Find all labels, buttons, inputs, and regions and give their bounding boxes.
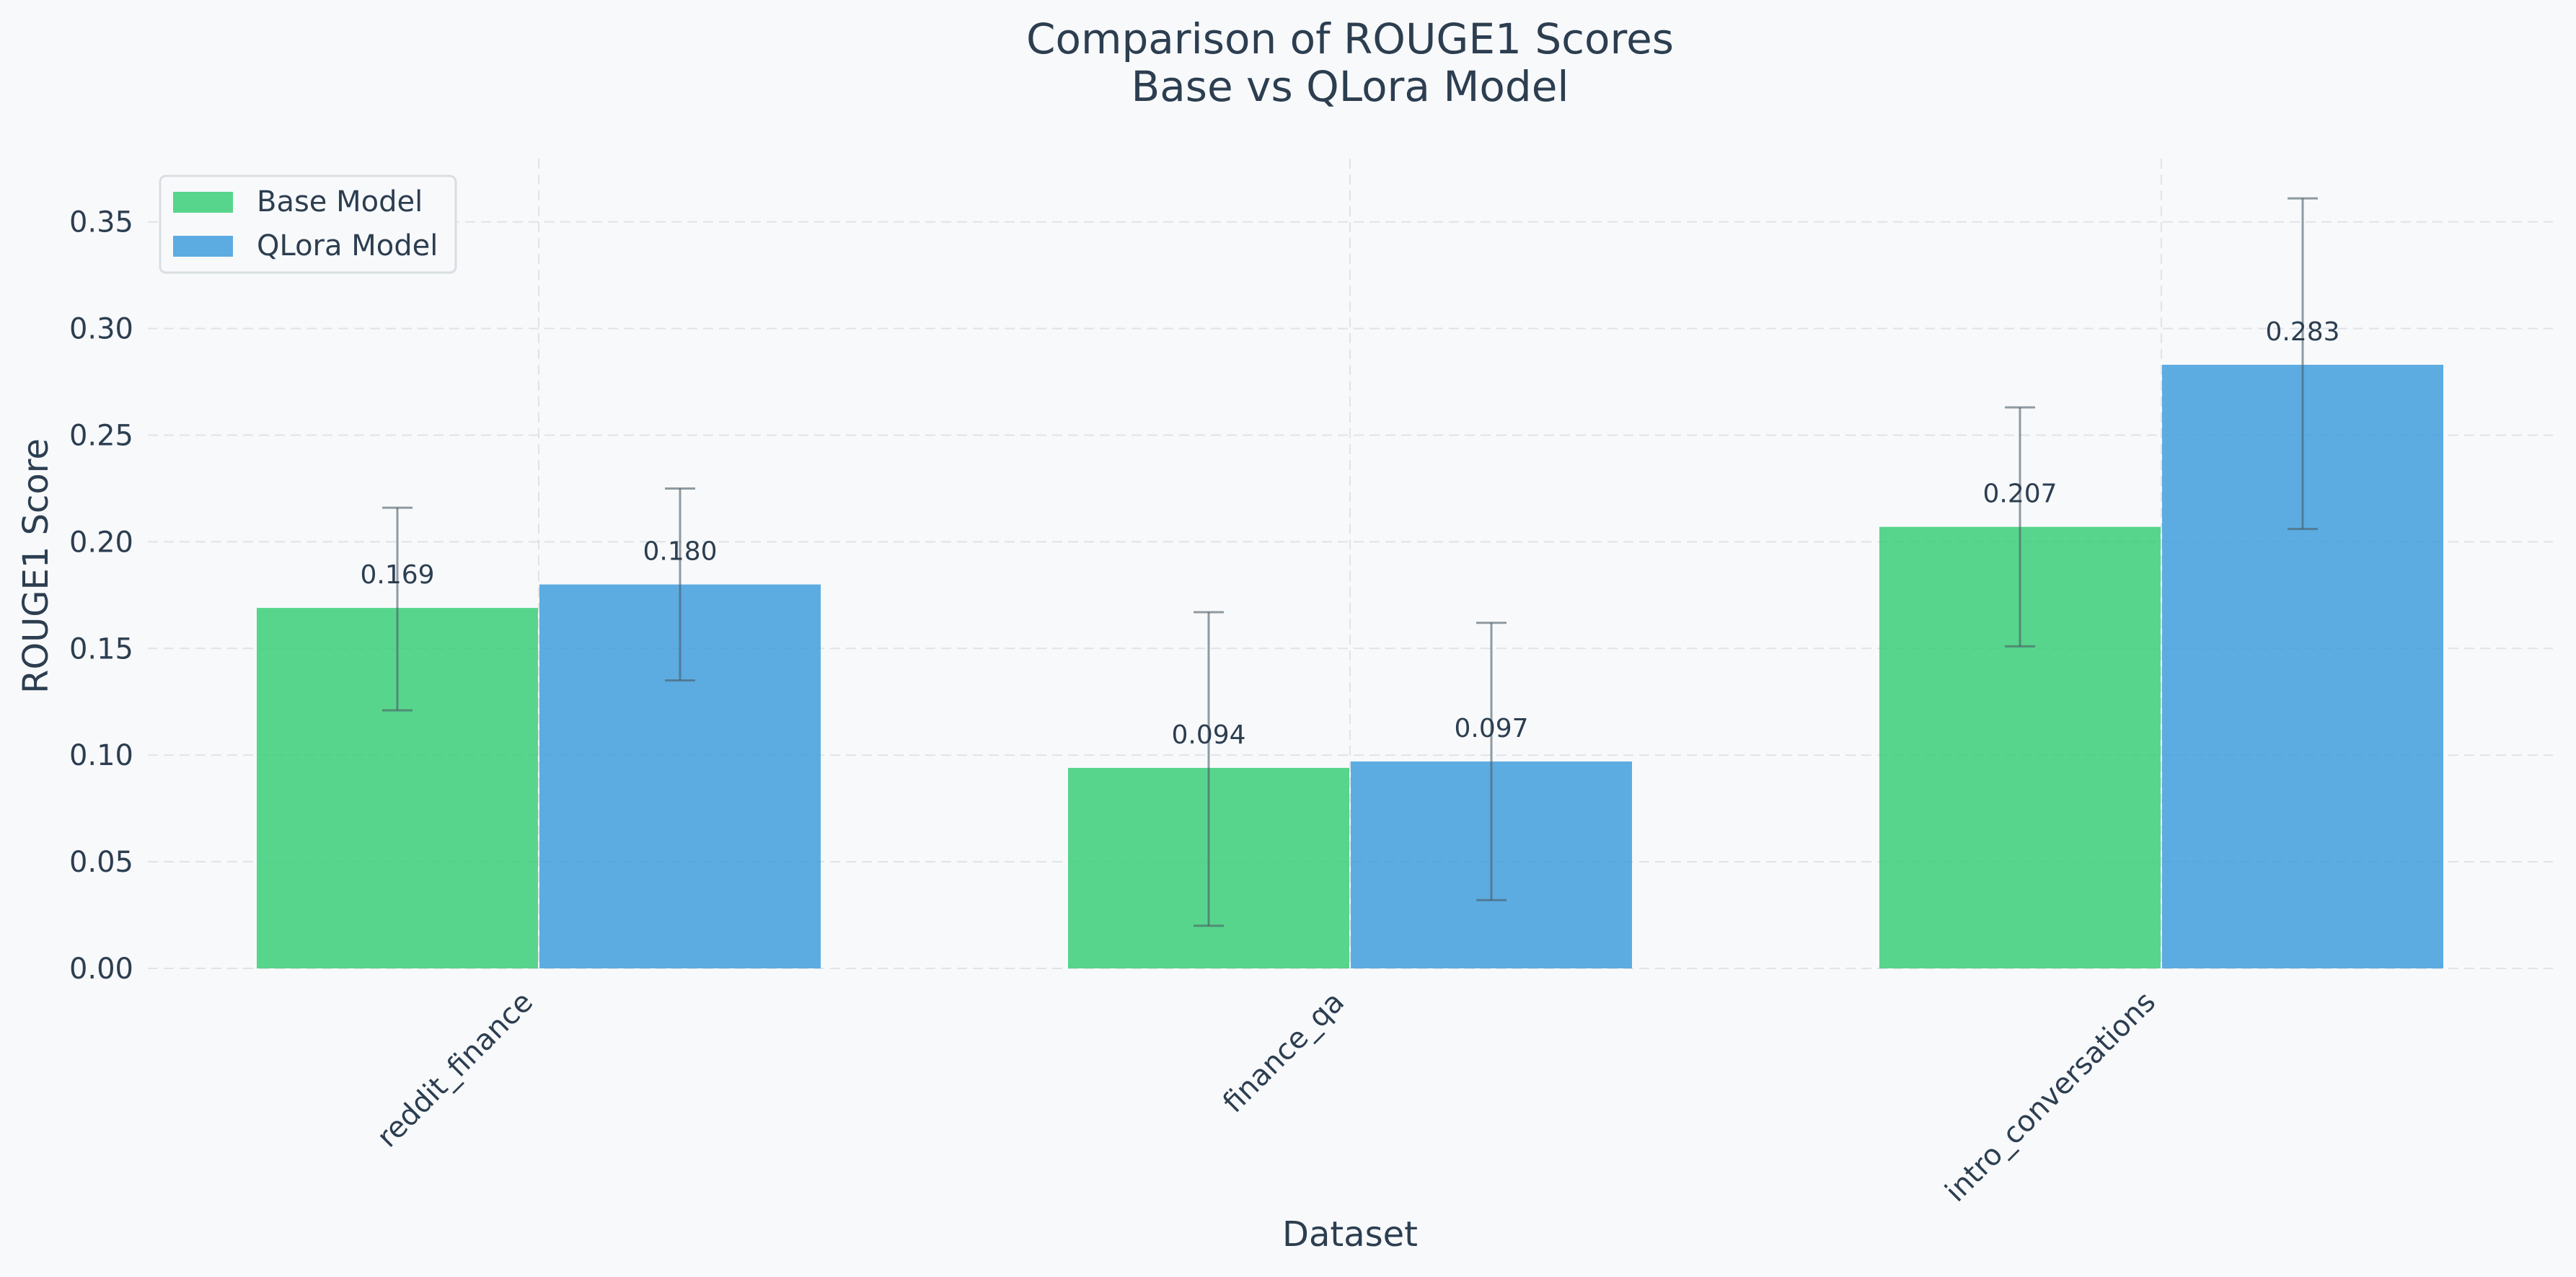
y-tick-label: 0.20 xyxy=(69,526,133,559)
legend-swatch xyxy=(173,236,233,257)
legend: Base Model QLora Model xyxy=(159,174,457,274)
legend-label: Base Model xyxy=(257,185,423,218)
chart-title-line-1: Comparison of ROUGE1 Scores xyxy=(1026,14,1674,63)
y-tick-label: 0.15 xyxy=(69,632,133,666)
error-bars xyxy=(382,197,2318,927)
y-tick-label: 0.00 xyxy=(69,953,133,986)
legend-frame xyxy=(159,174,457,274)
chart-title: Comparison of ROUGE1 Scores Base vs QLor… xyxy=(1026,14,1674,111)
value-label: 0.169 xyxy=(360,560,434,590)
value-label: 0.097 xyxy=(1454,714,1528,743)
y-tick-label: 0.05 xyxy=(69,846,133,879)
value-label: 0.180 xyxy=(643,537,717,567)
y-axis-label: ROUGE1 Score xyxy=(16,438,56,694)
y-tick-label: 0.35 xyxy=(69,206,133,239)
x-tick-label: finance_qa xyxy=(1217,986,1351,1120)
x-axis-label: Dataset xyxy=(1282,1214,1418,1255)
y-tick-label: 0.30 xyxy=(69,313,133,346)
x-tick-label: intro_conversations xyxy=(1939,986,2162,1208)
legend-swatch xyxy=(173,192,233,213)
x-tick-label: reddit_finance xyxy=(371,986,539,1154)
value-labels: 0.169 0.094 0.207 0.180 0.097 0.283 xyxy=(360,317,2339,750)
y-axis: 0.00 0.05 0.10 0.15 0.20 0.25 0.30 0.35 xyxy=(69,206,133,986)
value-label: 0.283 xyxy=(2265,317,2339,347)
y-tick-label: 0.10 xyxy=(69,739,133,772)
chart-title-line-2: Base vs QLora Model xyxy=(1131,62,1569,111)
value-label: 0.207 xyxy=(1982,480,2057,509)
value-label: 0.094 xyxy=(1171,720,1245,750)
legend-label: QLora Model xyxy=(257,229,438,262)
x-axis: reddit_finance finance_qa intro_conversati… xyxy=(371,986,2162,1208)
y-tick-label: 0.25 xyxy=(69,420,133,453)
